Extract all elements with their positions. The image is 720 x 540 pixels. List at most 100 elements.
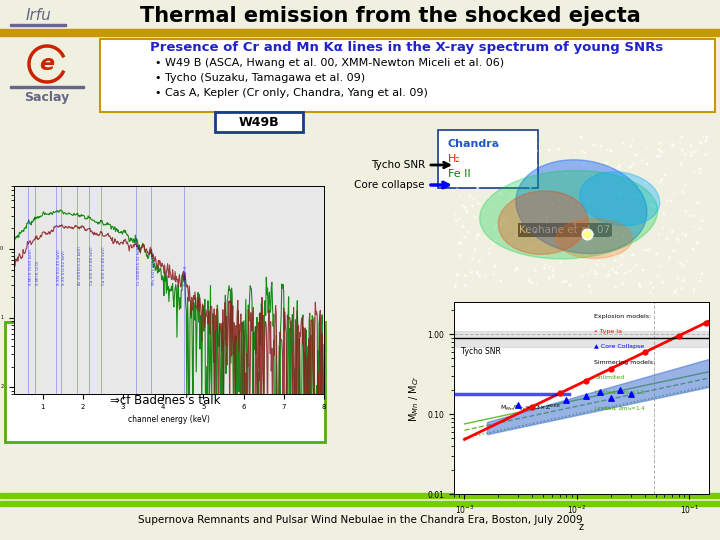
- Point: [579, 225, 590, 233]
- Point: [547, 271, 559, 280]
- Point: [517, 181, 528, 190]
- Text: • W49 B (ASCA, Hwang et al. 00, XMM-Newton Miceli et al. 06): • W49 B (ASCA, Hwang et al. 00, XMM-Newt…: [155, 58, 504, 68]
- Point: [534, 249, 546, 258]
- Text: S XV E(2.62 keV): S XV E(2.62 keV): [62, 251, 66, 285]
- Point: [692, 199, 703, 207]
- Text: Miceli et al. 06: Miceli et al. 06: [60, 247, 141, 257]
- Bar: [0, 493, 720, 498]
- Point: [474, 272, 485, 281]
- Point: [585, 288, 596, 296]
- Text: Fe XXVI K: Fe XXVI K: [184, 266, 189, 285]
- Point: [510, 226, 521, 234]
- Point: [576, 147, 588, 156]
- Point: [693, 168, 705, 177]
- Point: [616, 252, 628, 260]
- Point: [451, 184, 463, 193]
- Point: [588, 230, 599, 239]
- Point: [700, 137, 711, 145]
- Point: [549, 253, 561, 261]
- Text: S XIV K(2.45 keV): S XIV K(2.45 keV): [57, 249, 61, 285]
- X-axis label: z: z: [579, 522, 584, 532]
- Point: [595, 208, 607, 217]
- Point: [461, 205, 472, 214]
- Point: [508, 143, 520, 152]
- Point: [653, 152, 665, 160]
- Text: M$_{Mn}$/M$_{Cr}$=5.3×Z$^{0.68}$: M$_{Mn}$/M$_{Cr}$=5.3×Z$^{0.68}$: [500, 403, 560, 413]
- Point: [493, 230, 505, 239]
- Point: [514, 160, 526, 169]
- Point: [696, 269, 708, 278]
- Point: [575, 254, 587, 262]
- Point: [664, 253, 675, 262]
- Point: [628, 251, 639, 259]
- Point: [658, 209, 670, 218]
- Point: [451, 271, 463, 280]
- Point: [667, 141, 679, 150]
- Bar: [0, 29, 720, 36]
- Point: [522, 192, 534, 201]
- Point: [610, 229, 621, 238]
- Point: [606, 147, 617, 156]
- Point: [456, 231, 468, 239]
- Point: [574, 205, 585, 214]
- Point: [588, 140, 600, 149]
- Point: [499, 220, 510, 228]
- Point: [694, 225, 706, 233]
- Point: [534, 147, 546, 156]
- Point: [495, 219, 506, 227]
- Point: [479, 276, 490, 285]
- Point: [610, 235, 621, 244]
- Point: [680, 231, 692, 240]
- Point: [672, 274, 683, 282]
- Point: [541, 211, 553, 220]
- Point: [513, 401, 524, 409]
- Point: [654, 152, 666, 161]
- Point: [577, 272, 588, 280]
- Point: [628, 160, 639, 168]
- Point: [695, 276, 706, 285]
- Point: [473, 230, 485, 239]
- Point: [626, 142, 637, 151]
- Point: [652, 152, 663, 161]
- Text: S MII K (2.0): S MII K (2.0): [36, 261, 40, 285]
- Point: [609, 250, 621, 259]
- Point: [511, 264, 523, 273]
- Text: Ca XIX K(3.88 keV): Ca XIX K(3.88 keV): [102, 246, 106, 285]
- Text: Z = 0.048: Z = 0.048: [640, 385, 696, 395]
- Point: [598, 205, 609, 214]
- Point: [569, 242, 580, 251]
- Bar: [215, 112, 303, 132]
- Point: [578, 160, 590, 169]
- Point: [666, 211, 678, 219]
- Point: [670, 286, 682, 294]
- Text: Tycho SNR: Tycho SNR: [371, 160, 425, 170]
- Point: [509, 154, 521, 163]
- Point: [593, 187, 605, 195]
- Point: [594, 388, 606, 396]
- Point: [667, 227, 678, 236]
- Point: [604, 164, 616, 172]
- Point: [603, 267, 615, 276]
- Point: [634, 184, 645, 192]
- Bar: [10, 86, 84, 88]
- Point: [595, 164, 606, 173]
- Point: [560, 396, 572, 404]
- Point: [531, 139, 542, 148]
- Point: [546, 199, 558, 208]
- Point: [510, 231, 522, 240]
- Point: [574, 234, 585, 242]
- Y-axis label: M$_{Mn}$ / M$_{Cr}$: M$_{Mn}$ / M$_{Cr}$: [408, 375, 421, 422]
- Point: [639, 246, 650, 254]
- Point: [544, 274, 555, 282]
- Point: [492, 168, 503, 177]
- Point: [652, 272, 663, 281]
- Point: [531, 271, 542, 280]
- Point: [546, 143, 558, 151]
- Point: [542, 213, 554, 221]
- Point: [645, 278, 657, 287]
- Point: [459, 281, 471, 289]
- Point: [691, 146, 703, 155]
- Point: [531, 161, 542, 170]
- Point: [532, 218, 544, 226]
- Point: [557, 195, 569, 204]
